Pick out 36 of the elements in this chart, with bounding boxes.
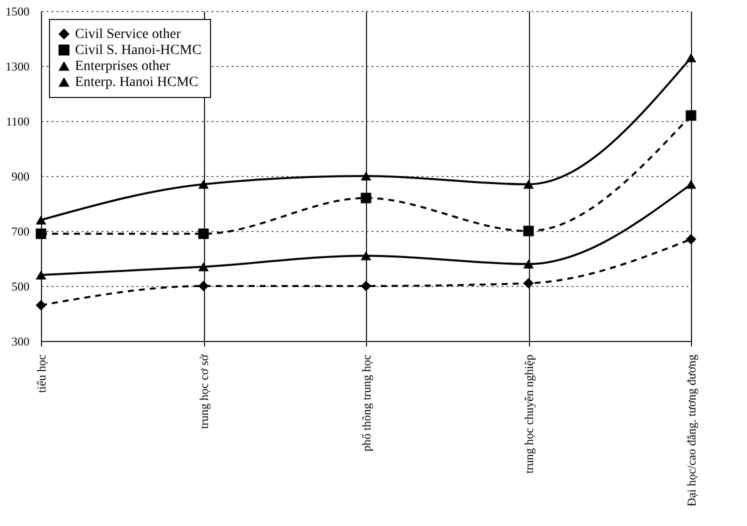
point [360, 192, 372, 204]
point [360, 251, 372, 260]
x-tick-label: tiểu học [34, 354, 48, 393]
point [36, 228, 46, 239]
x-tick-label: trung học chuyên nghiệp [522, 354, 536, 474]
point [523, 226, 534, 236]
legend-label: Civil S. Hanoi-HCMC [75, 43, 202, 58]
legend-label: Civil Service other [75, 27, 182, 42]
point [686, 180, 696, 189]
y-tick-label: 1500 [6, 4, 30, 18]
legend-label: Enterprises other [75, 59, 171, 74]
y-tick-label: 500 [12, 280, 30, 294]
x-tick-label: trung học cơ sở [197, 354, 211, 429]
point [198, 280, 209, 292]
y-tick-label: 900 [12, 170, 30, 184]
y-tick-label: 700 [12, 224, 30, 238]
y-tick-label: 300 [12, 334, 30, 348]
point [198, 180, 209, 189]
y-tick-label: 1300 [6, 60, 30, 74]
point [523, 278, 534, 288]
point [36, 270, 46, 280]
x-tick-label: phổ thông trung học [360, 354, 374, 452]
point [36, 215, 46, 225]
point [686, 53, 696, 62]
point [360, 280, 372, 292]
point [36, 300, 46, 310]
point [360, 171, 372, 181]
y-tick-label: 1100 [6, 114, 30, 128]
point [198, 228, 209, 239]
x-tick-label: Đại học/cao đẳng. tương đương [684, 354, 698, 506]
point [686, 110, 696, 121]
point [198, 262, 209, 272]
legend-label: Enterp. Hanoi HCMC [75, 75, 198, 90]
point [523, 259, 534, 269]
point [686, 234, 696, 244]
point [523, 180, 534, 189]
